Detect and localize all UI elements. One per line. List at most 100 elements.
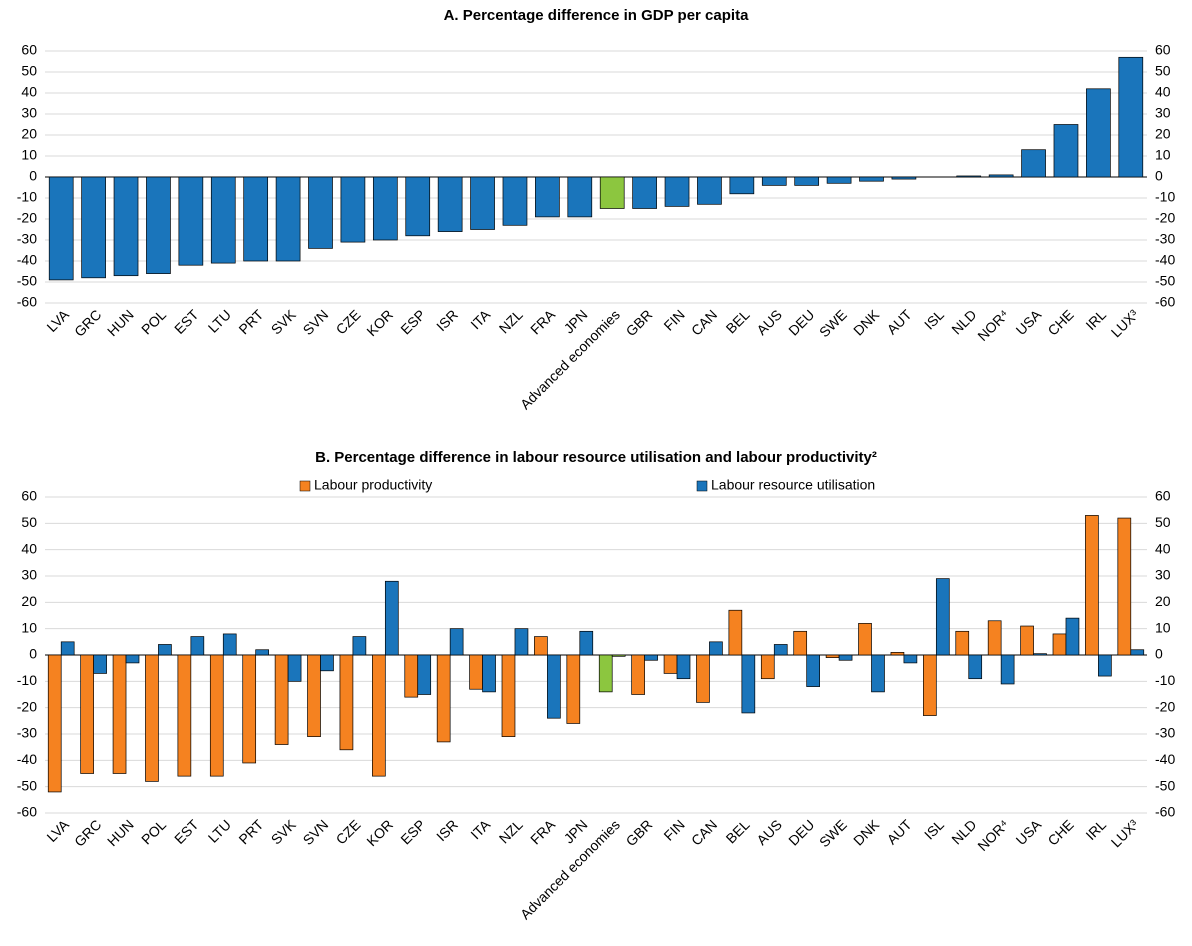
x-tick-label: NZL — [496, 816, 526, 846]
x-tick-label: NOR⁴ — [974, 816, 1012, 854]
bar — [956, 175, 982, 178]
x-tick-label: AUS — [753, 816, 785, 848]
y2-tick-label: -50 — [1155, 777, 1175, 793]
bar — [547, 654, 561, 719]
x-tick-label: SVN — [300, 816, 332, 848]
x-tick-label: BEL — [723, 306, 753, 336]
y-tick-label: 60 — [21, 488, 37, 504]
bar — [987, 620, 1002, 656]
bar — [60, 641, 75, 656]
x-tick-label: CAN — [688, 306, 720, 338]
x-tick-label: DNK — [850, 306, 883, 339]
bar — [1086, 88, 1111, 178]
y2-tick-label: 10 — [1155, 147, 1171, 163]
y-tick-label: 0 — [29, 168, 37, 184]
bar — [190, 636, 205, 656]
bar — [1117, 517, 1132, 656]
bar — [760, 654, 775, 680]
bar — [146, 176, 171, 274]
y-tick-label: -30 — [17, 231, 37, 247]
bar — [968, 654, 983, 680]
y2-tick-label: 0 — [1155, 646, 1163, 662]
x-tick-label: EST — [171, 306, 202, 337]
bar — [1020, 625, 1034, 656]
bar — [611, 654, 626, 657]
y-tick-label: -40 — [17, 751, 37, 767]
bar — [729, 176, 755, 195]
bar — [859, 176, 884, 182]
y2-tick-label: -20 — [1155, 210, 1175, 226]
y-tick-label: 0 — [29, 646, 37, 662]
bar — [1098, 654, 1112, 677]
bar — [1085, 515, 1099, 656]
bar — [599, 176, 625, 209]
bar — [274, 654, 289, 745]
y2-tick-label: -20 — [1155, 698, 1175, 714]
x-tick-label: LTU — [205, 816, 234, 845]
x-tick-label: CZE — [333, 306, 364, 337]
legend-label: Labour resource utilisation — [711, 477, 875, 493]
bar — [469, 654, 483, 690]
bar — [112, 654, 127, 774]
bar — [1033, 653, 1047, 656]
bar — [664, 176, 690, 207]
bar — [482, 654, 496, 693]
y2-tick-label: 20 — [1155, 126, 1171, 142]
x-tick-label: LTU — [205, 306, 234, 335]
y-tick-label: -10 — [17, 189, 37, 205]
x-tick-label: POL — [138, 816, 169, 847]
bar — [598, 654, 613, 693]
x-tick-label: CHE — [1044, 816, 1076, 848]
bar — [696, 654, 710, 703]
bar — [935, 578, 950, 656]
bar — [339, 654, 354, 751]
bar — [210, 176, 236, 264]
x-tick-label: ISL — [921, 306, 947, 332]
x-tick-label: CAN — [688, 816, 720, 848]
y-tick-label: 40 — [21, 84, 37, 100]
legend-label: Labour productivity — [314, 477, 432, 493]
bar — [47, 654, 62, 793]
x-tick-label: HUN — [104, 306, 137, 339]
legend-swatch — [696, 480, 708, 492]
bar — [372, 654, 386, 777]
bar — [1130, 649, 1145, 656]
y2-tick-label: -10 — [1155, 672, 1175, 688]
legend-swatch — [299, 480, 311, 492]
x-tick-label: SWE — [816, 816, 850, 850]
y-tick-label: -30 — [17, 725, 37, 741]
y-tick-label: 10 — [21, 619, 37, 635]
x-tick-label: SWE — [816, 306, 850, 340]
bar — [761, 176, 787, 186]
x-tick-label: POL — [138, 306, 169, 337]
x-tick-label: KOR — [363, 306, 396, 339]
x-tick-label: CHE — [1044, 306, 1076, 338]
x-tick-label: DNK — [850, 816, 883, 849]
bar — [470, 176, 495, 230]
bar — [501, 654, 516, 737]
bar — [826, 176, 852, 184]
x-tick-label: ITA — [467, 306, 493, 332]
y2-tick-label: -50 — [1155, 273, 1175, 289]
y2-tick-label: 50 — [1155, 514, 1171, 530]
x-tick-label: ESP — [397, 306, 428, 337]
y-tick-label: 20 — [21, 593, 37, 609]
x-tick-label: AUT — [884, 306, 915, 337]
bar — [825, 654, 840, 658]
bar — [579, 630, 594, 656]
y2-tick-label: 40 — [1155, 84, 1171, 100]
bar — [243, 176, 269, 262]
bar — [676, 654, 691, 680]
bar — [741, 654, 756, 714]
x-tick-label: PRT — [235, 306, 266, 337]
bar — [308, 176, 333, 249]
y2-tick-label: -40 — [1155, 252, 1175, 268]
y-tick-label: 20 — [21, 126, 37, 142]
y2-tick-label: -30 — [1155, 725, 1175, 741]
bar — [352, 636, 367, 656]
bar — [1052, 633, 1067, 656]
bar — [275, 176, 301, 262]
x-tick-label: GBR — [623, 306, 656, 339]
bar — [287, 654, 302, 682]
bar — [340, 176, 366, 243]
